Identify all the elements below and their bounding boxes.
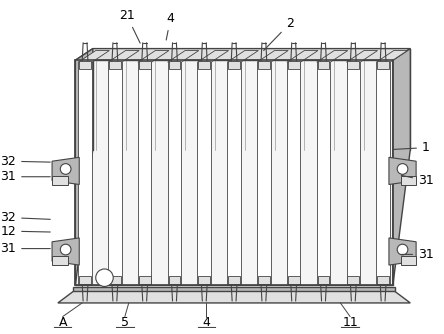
Polygon shape [348,61,359,69]
Polygon shape [198,62,211,284]
Text: 12: 12 [0,224,50,237]
Polygon shape [287,62,301,284]
Polygon shape [109,61,121,69]
Polygon shape [317,61,329,69]
Polygon shape [377,62,390,284]
Text: 21: 21 [119,9,140,43]
Polygon shape [348,276,359,284]
Circle shape [60,244,71,255]
Polygon shape [317,50,348,62]
Polygon shape [198,61,210,69]
Polygon shape [389,238,416,265]
Polygon shape [257,50,288,62]
Text: 31: 31 [0,170,50,183]
Polygon shape [227,62,241,284]
Polygon shape [198,276,210,284]
Polygon shape [78,62,92,284]
Polygon shape [138,62,151,284]
Polygon shape [52,176,67,184]
Text: 31: 31 [401,174,434,187]
Polygon shape [288,276,300,284]
Polygon shape [73,288,395,291]
Polygon shape [400,176,416,184]
Polygon shape [139,276,151,284]
Polygon shape [258,61,270,69]
Text: 32: 32 [0,155,50,168]
Polygon shape [258,276,270,284]
Text: 4: 4 [202,316,210,329]
Polygon shape [317,62,330,284]
Polygon shape [52,238,79,265]
Polygon shape [228,61,240,69]
Polygon shape [75,48,410,60]
Text: 31: 31 [0,242,50,255]
Polygon shape [389,157,416,184]
Polygon shape [138,50,169,62]
Circle shape [397,244,408,255]
Circle shape [397,164,408,174]
Polygon shape [377,276,389,284]
Text: 1: 1 [394,141,430,154]
Polygon shape [75,48,93,286]
Polygon shape [168,62,181,284]
Polygon shape [169,276,180,284]
Polygon shape [400,257,416,265]
Polygon shape [346,62,360,284]
Polygon shape [75,60,393,286]
Polygon shape [108,50,139,62]
Polygon shape [169,61,180,69]
Polygon shape [317,276,329,284]
Polygon shape [346,50,377,62]
Polygon shape [168,50,199,62]
Text: A: A [59,316,67,329]
Polygon shape [109,276,121,284]
Polygon shape [108,62,122,284]
Circle shape [60,164,71,174]
Polygon shape [58,291,410,303]
Polygon shape [198,50,229,62]
Text: 11: 11 [342,316,358,329]
Polygon shape [139,61,151,69]
Text: 31: 31 [401,248,434,261]
Polygon shape [257,62,271,284]
Text: 2: 2 [264,17,294,50]
Polygon shape [393,48,410,286]
Polygon shape [288,61,300,69]
Polygon shape [93,48,410,150]
Polygon shape [377,61,389,69]
Polygon shape [377,50,408,62]
Polygon shape [79,276,91,284]
Polygon shape [52,157,79,184]
Text: 32: 32 [0,211,50,224]
Text: 4: 4 [166,12,174,40]
Polygon shape [287,50,318,62]
Polygon shape [79,61,91,69]
Polygon shape [52,257,67,265]
Polygon shape [227,50,258,62]
Polygon shape [78,50,109,62]
Circle shape [96,269,113,287]
Text: 5: 5 [121,316,129,329]
Polygon shape [228,276,240,284]
